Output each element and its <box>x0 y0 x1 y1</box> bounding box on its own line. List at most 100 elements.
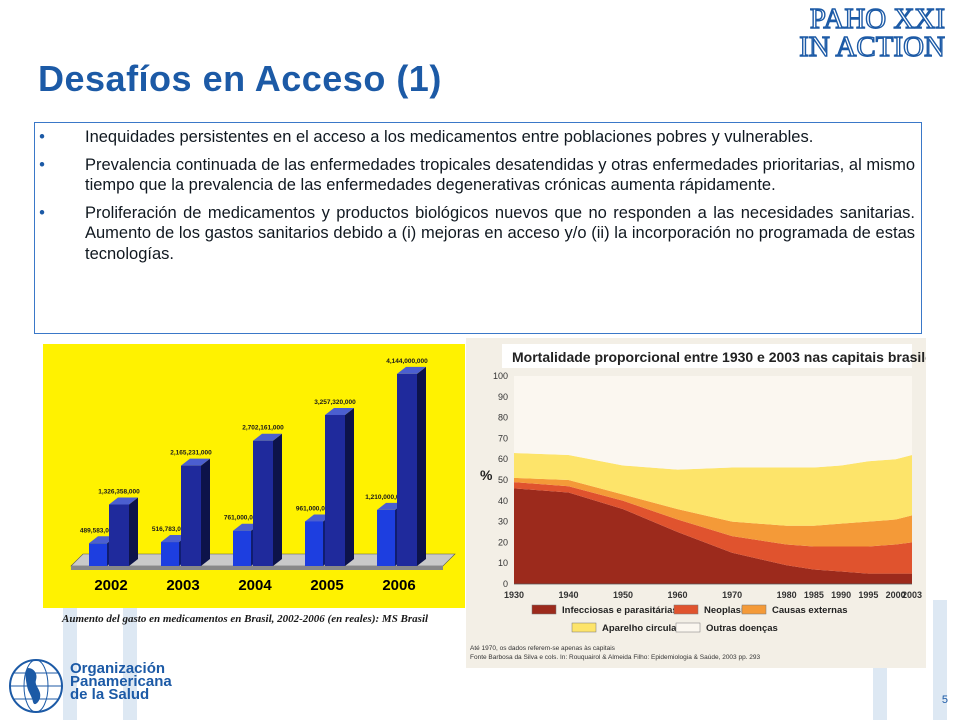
bullet-item: • Inequidades persistentes en el acceso a… <box>35 127 915 148</box>
bar-side <box>345 407 354 566</box>
area-chart-header <box>502 344 912 368</box>
area-chart-svg: Mortalidade proporcional entre 1930 e 20… <box>470 344 926 661</box>
bullet-list-box: • Inequidades persistentes en el acceso a… <box>34 122 922 334</box>
y-tick-label: 60 <box>498 454 508 464</box>
bar-data-label: 761,000,000 <box>224 515 261 522</box>
bar-data-label: 2,702,161,000 <box>242 425 284 432</box>
bar <box>397 373 417 566</box>
bullet-text: Proliferación de medicamentos y producto… <box>85 203 915 263</box>
x-tick-label: 2004 <box>238 577 272 594</box>
legend-swatch <box>741 604 767 615</box>
bar-top <box>325 407 354 415</box>
x-tick-label: 2003 <box>166 577 199 594</box>
legend-swatch <box>571 622 597 633</box>
x-tick-label: 2006 <box>382 577 415 594</box>
legend-swatch <box>531 604 557 615</box>
bar-data-label: 1,326,358,000 <box>98 489 140 496</box>
x-tick-label: 1950 <box>613 590 633 600</box>
y-tick-label: 80 <box>498 413 508 423</box>
x-tick-label: 1980 <box>777 590 797 600</box>
y-tick-label: 10 <box>498 558 508 568</box>
bar <box>377 509 395 566</box>
legend-label: Aparelho circulatório <box>602 623 698 634</box>
bar-side <box>273 433 282 566</box>
organization-name-line2: Panamericana <box>70 673 172 690</box>
bullet-item: • Proliferación de medicamentos y product… <box>35 203 915 265</box>
bar-data-label: 1,210,000,000 <box>365 494 407 501</box>
x-tick-label: 1985 <box>804 590 824 600</box>
y-tick-label: 40 <box>498 496 508 506</box>
x-tick-label: 1970 <box>722 590 742 600</box>
brand-logo: PAHO XXI IN ACTION <box>775 2 950 63</box>
page-title: Desafíos en Acceso (1) <box>38 58 442 99</box>
bar-chart-floor-edge <box>71 566 443 570</box>
bar <box>109 504 129 566</box>
x-tick-label: 1940 <box>559 590 579 600</box>
bar <box>233 530 251 566</box>
bullet-list: • Inequidades persistentes en el acceso a… <box>35 123 921 264</box>
page-number: 5 <box>941 694 948 706</box>
x-tick-label: 2002 <box>94 577 127 594</box>
organization-name-line3: de la Salud <box>70 686 150 703</box>
y-tick-label: 100 <box>493 371 508 381</box>
bar-data-label: 489,583,000 <box>80 527 117 534</box>
bar-data-label: 4,144,000,000 <box>386 358 428 365</box>
mortality-area-chart: Mortalidade proporcional entre 1930 e 20… <box>466 338 926 668</box>
bar <box>253 440 273 566</box>
bullet-text: Prevalencia continuada de las enfermedad… <box>85 155 915 195</box>
x-tick-label: 1930 <box>504 590 524 600</box>
bar-data-label: 516,783,000 <box>152 526 189 533</box>
bar <box>89 543 107 566</box>
area-chart-footnote: Até 1970, os dados referem-se apenas às … <box>470 645 616 652</box>
medicine-spending-bar-chart: 489,583,000 1,326,358,000 2002 516,783,000 2… <box>43 344 465 608</box>
bar-side <box>129 497 138 566</box>
y-tick-label: 90 <box>498 392 508 402</box>
area-series <box>514 477 912 547</box>
bar-chart-svg: 489,583,000 1,326,358,000 2002 516,783,000 2… <box>70 358 456 594</box>
bar-top <box>181 458 210 466</box>
area-series <box>514 452 912 526</box>
y-tick-label: 0 <box>503 579 508 589</box>
x-tick-label: 1990 <box>831 590 851 600</box>
y-tick-label: 70 <box>498 433 508 443</box>
area-series <box>514 482 912 574</box>
bullet-text: Inequidades persistentes en el acceso a … <box>85 128 814 146</box>
globe-logo-icon <box>6 656 66 716</box>
area-chart-footnote: Fonte Barbosa da Silva e cols. In: Rouqu… <box>470 654 761 661</box>
legend-label: Outras doenças <box>706 623 778 634</box>
bar-data-label: 961,000,000 <box>296 505 333 512</box>
x-tick-label: 2003 <box>902 590 922 600</box>
y-tick-label: 50 <box>498 475 508 485</box>
organization-name-line1: Organización <box>70 660 166 677</box>
bar-side <box>417 366 426 566</box>
bullet-icon: • <box>39 203 45 222</box>
bar <box>325 414 345 566</box>
legend-label: Neoplasias <box>704 605 754 616</box>
bullet-item: • Prevalencia continuada de las enfermeda… <box>35 155 915 196</box>
bar <box>161 542 179 566</box>
bar-top <box>397 366 426 374</box>
legend-label: Causas externas <box>772 605 848 616</box>
bar-data-label: 3,257,320,000 <box>314 399 356 406</box>
y-tick-label: 20 <box>498 537 508 547</box>
bar-top <box>109 497 138 505</box>
legend-swatch <box>673 604 699 615</box>
brand-line2: IN ACTION <box>799 31 945 60</box>
organization-name: Organización Panamericana de la Salud <box>70 660 172 703</box>
area-chart-title: Mortalidade proporcional entre 1930 e 20… <box>512 349 926 365</box>
bullet-icon: • <box>39 155 45 174</box>
area-series <box>514 376 912 470</box>
bar-side <box>201 458 210 566</box>
y-tick-label: 30 <box>498 517 508 527</box>
bar-chart-caption: Aumento del gasto en medicamentos en Bra… <box>62 613 429 625</box>
x-tick-label: 1960 <box>668 590 688 600</box>
y-axis-label: % <box>480 467 493 483</box>
bar <box>305 521 323 566</box>
x-tick-label: 1995 <box>858 590 878 600</box>
legend-swatch <box>675 622 701 633</box>
legend-label: Infecciosas e parasitárias <box>562 605 678 616</box>
bullet-icon: • <box>39 128 45 146</box>
x-tick-label: 2000 <box>886 590 906 600</box>
bar-top <box>253 433 282 441</box>
brand-line1: PAHO XXI <box>810 3 945 35</box>
